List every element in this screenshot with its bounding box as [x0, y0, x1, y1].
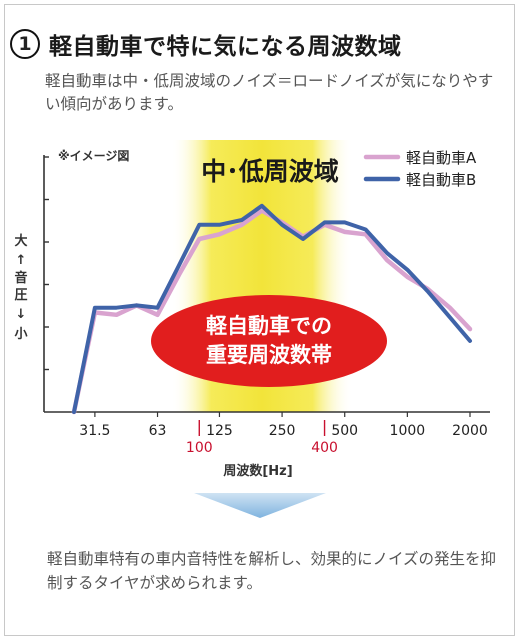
series-lines — [71, 203, 473, 415]
legend-label-b: 軽自動車B — [406, 171, 476, 189]
footer-text: 軽自動車特有の車内音特性を解析し、効果的にノイズの発生を抑制するタイヤが求められ… — [47, 550, 497, 592]
y-label-char: 圧 — [14, 288, 27, 303]
frequency-chart: 31.5 63 125 250 500 1000 2000 100 400 中･低周波域 ※イメ… — [14, 140, 490, 518]
x-axis-label: 周波数[Hz] — [223, 463, 292, 479]
x-tick-label: 500 — [331, 423, 358, 439]
band-label: 中･低周波域 — [201, 157, 339, 186]
y-label-char: ↑ — [16, 253, 27, 268]
image-note: ※イメージ図 — [58, 149, 129, 163]
y-label-char: ↓ — [16, 307, 27, 322]
section-number-badge: 1 — [10, 29, 40, 59]
y-axis-label: 大 ↑ 音圧 ↓ 小 — [14, 233, 27, 342]
x-tick-label: 125 — [206, 423, 233, 439]
callout-line-2: 重要周波数帯 — [206, 343, 332, 367]
series-line-b — [72, 203, 472, 414]
content-frame — [4, 4, 515, 636]
x-tick-label: 1000 — [390, 423, 426, 439]
x-tick-label: 63 — [149, 423, 167, 439]
x-tick-labels: 31.5 63 125 250 500 1000 2000 100 400 — [79, 412, 488, 456]
callout-badge: 軽自動車での 重要周波数帯 — [151, 295, 387, 387]
legend: 軽自動車A 軽自動車B — [363, 149, 477, 189]
y-label-char: 音 — [14, 270, 27, 286]
x-tick-label: 2000 — [452, 423, 488, 439]
callout-line-1: 軽自動車での — [206, 314, 332, 338]
x-tick-label: 31.5 — [79, 423, 110, 439]
section-heading: 1 軽自動車で特に気になる周波数域 — [10, 24, 402, 64]
legend-label-a: 軽自動車A — [406, 149, 477, 167]
y-label-char: 小 — [14, 327, 27, 342]
down-arrow — [194, 493, 326, 518]
x-tick-label: 250 — [269, 423, 296, 439]
intro-text: 軽自動車は中・低周波域のノイズ＝ロードノイズが気になりやすい傾向があります。 — [45, 72, 494, 113]
band-boundary-label: 100 — [186, 440, 213, 456]
axes — [43, 155, 490, 413]
callout-ellipse — [151, 295, 387, 387]
y-label-char: 大 — [14, 233, 27, 249]
section-title: 軽自動車で特に気になる周波数域 — [49, 34, 402, 60]
band-boundary-label: 400 — [311, 440, 338, 456]
